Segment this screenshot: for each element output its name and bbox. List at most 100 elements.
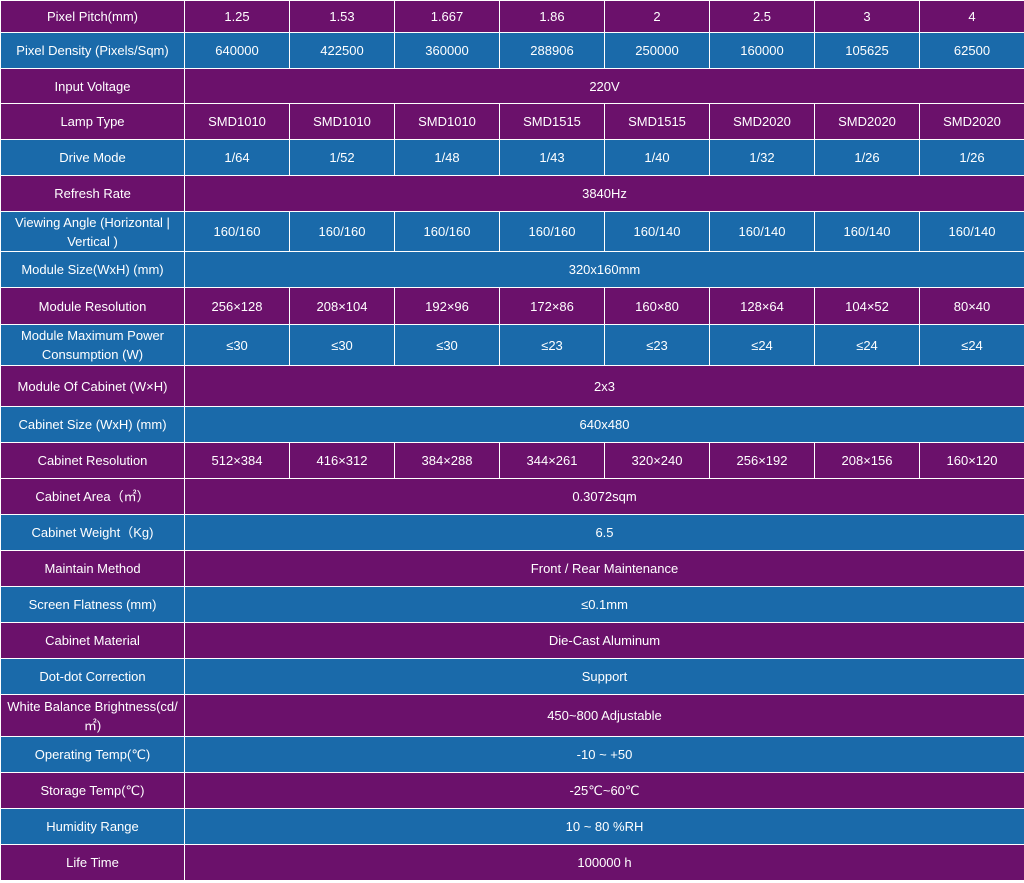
spec-value: 160/160 <box>394 211 500 252</box>
spec-value: SMD2020 <box>709 103 815 140</box>
spec-value: 160/160 <box>184 211 290 252</box>
spec-value: 1/43 <box>499 139 605 176</box>
spec-value: 320×240 <box>604 442 710 479</box>
spec-value: 422500 <box>289 32 395 69</box>
spec-value: -25℃~60℃ <box>184 772 1024 809</box>
spec-value: ≤24 <box>919 324 1024 366</box>
spec-value: 4 <box>919 0 1024 33</box>
spec-label: Module Size(WxH) (mm) <box>0 251 185 288</box>
spec-label: Pixel Pitch(mm) <box>0 0 185 33</box>
spec-row: Dot-dot Correction Support <box>0 658 1024 695</box>
spec-label: Cabinet Material <box>0 622 185 659</box>
spec-value: ≤30 <box>394 324 500 366</box>
spec-row: Module Of Cabinet (W×H) 2x3 <box>0 365 1024 407</box>
spec-value: 640000 <box>184 32 290 69</box>
spec-row: Module Size(WxH) (mm) 320x160mm <box>0 251 1024 288</box>
spec-value: 160/140 <box>709 211 815 252</box>
spec-value: ≤23 <box>499 324 605 366</box>
spec-row: Drive Mode 1/64 1/52 1/48 1/43 1/40 1/32 1/26 1/… <box>0 139 1024 176</box>
spec-value: 360000 <box>394 32 500 69</box>
spec-value: 1.53 <box>289 0 395 33</box>
spec-label: Cabinet Resolution <box>0 442 185 479</box>
spec-label: Module Resolution <box>0 287 185 325</box>
spec-row: Screen Flatness (mm) ≤0.1mm <box>0 586 1024 623</box>
spec-row: Storage Temp(℃) -25℃~60℃ <box>0 772 1024 809</box>
spec-value: 220V <box>184 68 1024 104</box>
spec-value: 80×40 <box>919 287 1024 325</box>
spec-value: 1.667 <box>394 0 500 33</box>
spec-value: 288906 <box>499 32 605 69</box>
spec-value: 1.25 <box>184 0 290 33</box>
spec-value: ≤30 <box>184 324 290 366</box>
spec-value: 192×96 <box>394 287 500 325</box>
spec-value: 160/140 <box>604 211 710 252</box>
spec-value: Support <box>184 658 1024 695</box>
spec-value: 1/52 <box>289 139 395 176</box>
spec-value: 450~800 Adjustable <box>184 694 1024 737</box>
spec-row: Cabinet Size (WxH) (mm) 640x480 <box>0 406 1024 443</box>
spec-row: Input Voltage 220V <box>0 68 1024 104</box>
spec-label: Maintain Method <box>0 550 185 587</box>
spec-label: Cabinet Area（㎡） <box>0 478 185 515</box>
spec-label: Storage Temp(℃) <box>0 772 185 809</box>
spec-value: 416×312 <box>289 442 395 479</box>
spec-value: 160/160 <box>289 211 395 252</box>
spec-row: Module Resolution 256×128 208×104 192×96 172… <box>0 287 1024 325</box>
spec-value: 1/26 <box>814 139 920 176</box>
spec-value: 160/160 <box>499 211 605 252</box>
spec-value: 2x3 <box>184 365 1024 407</box>
spec-value: SMD1515 <box>604 103 710 140</box>
spec-value: -10 ~ +50 <box>184 736 1024 773</box>
spec-value: 3 <box>814 0 920 33</box>
spec-label: Life Time <box>0 844 185 881</box>
spec-label: Refresh Rate <box>0 175 185 212</box>
spec-value: 160×80 <box>604 287 710 325</box>
spec-value: 160000 <box>709 32 815 69</box>
spec-row: Lamp Type SMD1010 SMD1010 SMD1010 SMD1515 SMD… <box>0 103 1024 140</box>
spec-value: 172×86 <box>499 287 605 325</box>
spec-label: Dot-dot Correction <box>0 658 185 695</box>
spec-value: SMD1010 <box>289 103 395 140</box>
spec-value: ≤23 <box>604 324 710 366</box>
spec-value: SMD1010 <box>184 103 290 140</box>
spec-value: Die-Cast Aluminum <box>184 622 1024 659</box>
spec-label: Cabinet Weight（Kg) <box>0 514 185 551</box>
spec-value: 62500 <box>919 32 1024 69</box>
spec-value: 0.3072sqm <box>184 478 1024 515</box>
spec-value: 128×64 <box>709 287 815 325</box>
spec-label: Module Maximum Power Consumption (W) <box>0 324 185 366</box>
spec-value: 208×156 <box>814 442 920 479</box>
spec-label: Humidity Range <box>0 808 185 845</box>
spec-value: 250000 <box>604 32 710 69</box>
spec-row: Pixel Density (Pixels/Sqm) 640000 422500 36… <box>0 32 1024 69</box>
spec-value: 1.86 <box>499 0 605 33</box>
spec-value: ≤30 <box>289 324 395 366</box>
spec-value: 1/64 <box>184 139 290 176</box>
spec-value: SMD2020 <box>814 103 920 140</box>
spec-value: 160×120 <box>919 442 1024 479</box>
spec-value: 1/40 <box>604 139 710 176</box>
spec-value: 256×192 <box>709 442 815 479</box>
spec-value: 1/32 <box>709 139 815 176</box>
spec-label: Lamp Type <box>0 103 185 140</box>
spec-row: Cabinet Resolution 512×384 416×312 384×288 3… <box>0 442 1024 479</box>
spec-row: Pixel Pitch(mm) 1.25 1.53 1.667 1.86 2 2.5 3 4 <box>0 0 1024 33</box>
spec-value: 1/48 <box>394 139 500 176</box>
spec-label: Operating Temp(℃) <box>0 736 185 773</box>
spec-value: SMD1515 <box>499 103 605 140</box>
spec-label: Screen Flatness (mm) <box>0 586 185 623</box>
spec-value: 640x480 <box>184 406 1024 443</box>
spec-row: Refresh Rate 3840Hz <box>0 175 1024 212</box>
spec-label: Input Voltage <box>0 68 185 104</box>
spec-row: White Balance Brightness(cd/㎡) 450~800 Ad… <box>0 694 1024 737</box>
spec-value: 105625 <box>814 32 920 69</box>
spec-row: Cabinet Weight（Kg) 6.5 <box>0 514 1024 551</box>
spec-value: 2.5 <box>709 0 815 33</box>
spec-row: Cabinet Area（㎡） 0.3072sqm <box>0 478 1024 515</box>
spec-value: 160/140 <box>919 211 1024 252</box>
spec-row: Humidity Range 10 ~ 80 %RH <box>0 808 1024 845</box>
spec-value: ≤24 <box>709 324 815 366</box>
spec-value: 2 <box>604 0 710 33</box>
